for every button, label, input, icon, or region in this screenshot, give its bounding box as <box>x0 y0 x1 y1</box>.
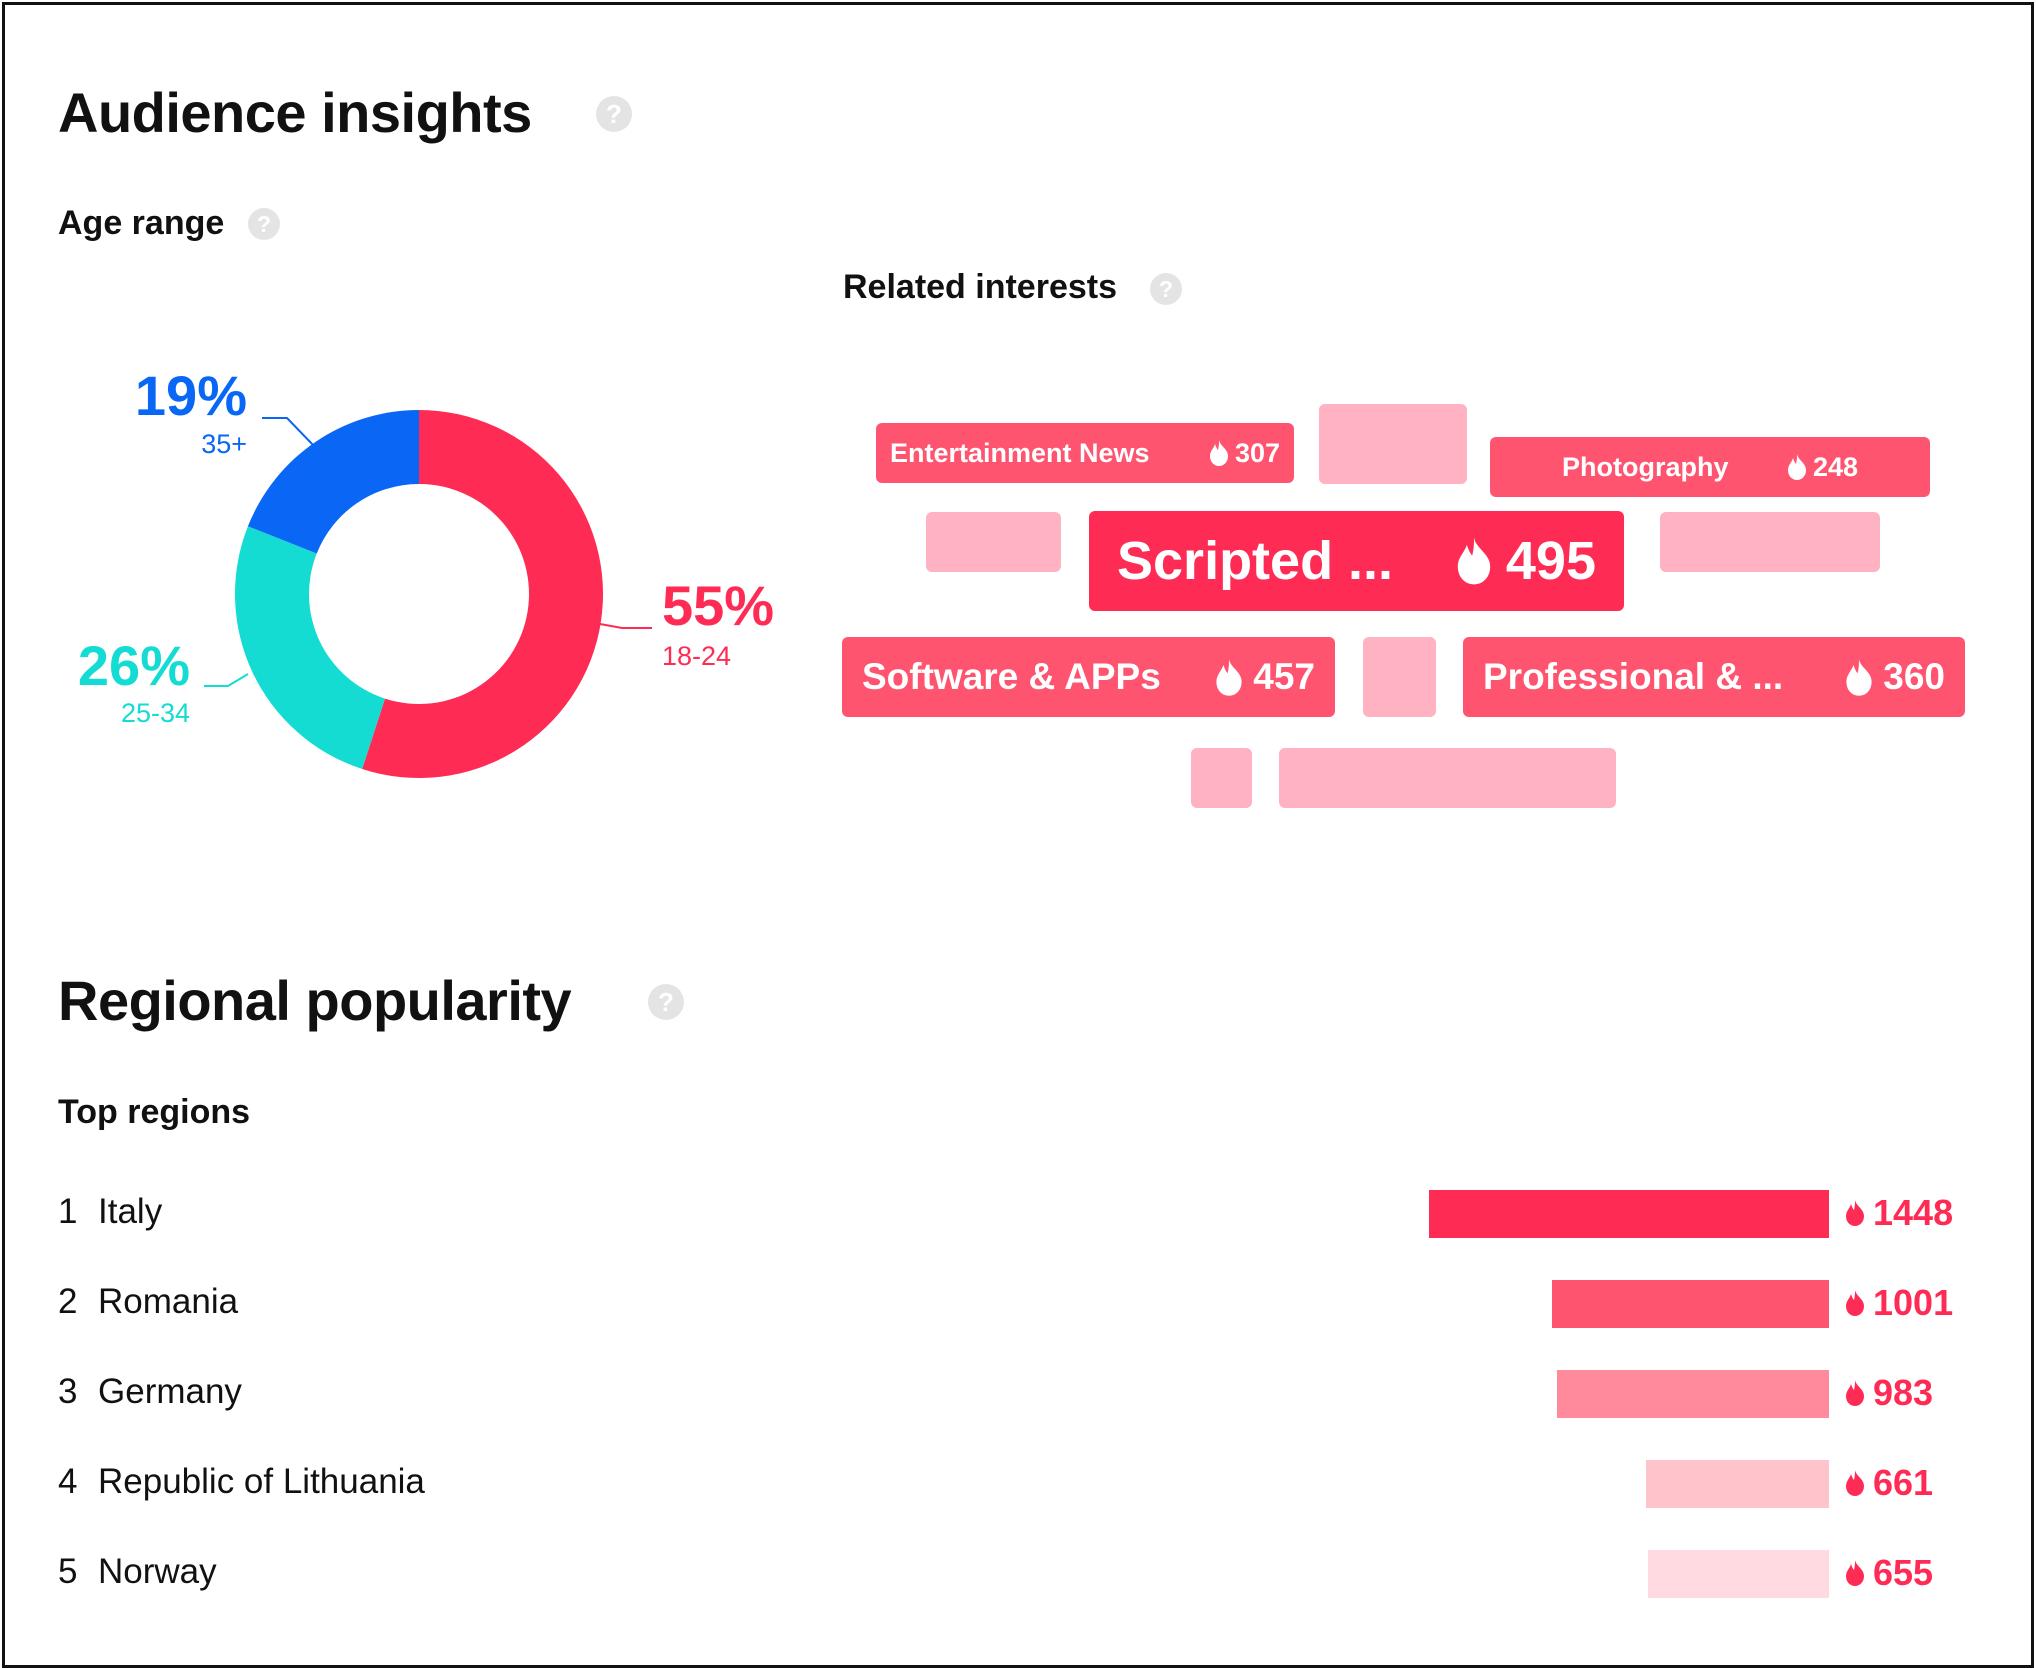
region-name: Germany <box>98 1372 242 1411</box>
donut-leader-line <box>204 673 249 687</box>
region-value: 983 <box>1845 1372 1933 1414</box>
age-range-title: Age range <box>58 204 225 242</box>
region-bar <box>1646 1460 1829 1508</box>
interest-tag-label: Software & APPs <box>862 656 1161 697</box>
flame-icon <box>1216 658 1242 696</box>
interest-tag-count: 248 <box>1812 451 1858 482</box>
region-name: Republic of Lithuania <box>98 1462 425 1501</box>
help-icon[interactable]: ? <box>1150 273 1182 305</box>
donut-percent-label: 55% <box>662 574 774 637</box>
region-name: Romania <box>98 1282 239 1321</box>
interest-tag-count: 307 <box>1234 437 1280 468</box>
donut-percent-label: 26% <box>78 634 190 697</box>
region-bar <box>1552 1280 1829 1328</box>
audience-insights-title: Audience insights <box>58 81 532 144</box>
donut-percent-label: 19% <box>135 364 247 427</box>
interest-placeholder <box>926 512 1061 572</box>
related-interests-title: Related interests <box>843 268 1117 306</box>
interest-tag[interactable]: Scripted ... 495 <box>1089 511 1624 611</box>
top-regions-title: Top regions <box>58 1093 251 1131</box>
region-value-text: 655 <box>1873 1552 1934 1593</box>
region-rank: 2 <box>58 1282 78 1321</box>
flame-icon <box>1846 1290 1864 1316</box>
region-row: 2 Romania <box>58 1282 238 1322</box>
region-bar <box>1557 1370 1829 1418</box>
region-bar <box>1429 1190 1829 1238</box>
flame-icon <box>1846 1470 1864 1496</box>
region-rank: 1 <box>58 1192 78 1231</box>
region-row: 5 Norway <box>58 1552 217 1592</box>
help-icon[interactable]: ? <box>248 208 280 240</box>
help-icon[interactable]: ? <box>596 96 632 132</box>
interest-tag-count: 495 <box>1505 531 1596 591</box>
interest-tag[interactable]: Professional & ... 360 <box>1463 637 1965 717</box>
donut-leader-line <box>599 623 652 629</box>
flame-icon <box>1787 454 1806 480</box>
region-value-text: 983 <box>1873 1372 1934 1413</box>
region-bar <box>1648 1550 1829 1598</box>
interest-tag[interactable]: Photography 248 <box>1490 437 1930 497</box>
donut-slice-35+[interactable] <box>247 410 419 554</box>
interest-tag-label: Photography <box>1562 451 1729 482</box>
region-name: Norway <box>98 1552 217 1591</box>
interest-tag[interactable]: Software & APPs 457 <box>842 637 1335 717</box>
region-value-text: 1001 <box>1873 1282 1954 1323</box>
interest-tag[interactable]: Entertainment News 307 <box>876 423 1294 483</box>
interest-tag-label: Professional & ... <box>1483 656 1784 697</box>
interest-tag-count: 457 <box>1253 656 1315 697</box>
region-value: 655 <box>1845 1552 1933 1594</box>
interest-placeholder <box>1319 404 1467 484</box>
donut-age-label: 18-24 <box>662 641 731 671</box>
region-value-text: 1448 <box>1873 1192 1954 1233</box>
region-name: Italy <box>98 1192 163 1231</box>
donut-age-label: 25-34 <box>121 698 190 728</box>
flame-icon <box>1209 440 1228 466</box>
donut-slice-18-24[interactable] <box>362 410 603 778</box>
donut-leader-line <box>262 417 316 448</box>
region-rank: 3 <box>58 1372 78 1411</box>
region-value-text: 661 <box>1873 1462 1934 1503</box>
age-range-donut-chart: 55% 18-24 26%25-34 19%35+ <box>78 364 774 778</box>
flame-icon <box>1457 537 1491 585</box>
flame-icon <box>1846 1200 1864 1226</box>
flame-icon <box>1846 1560 1864 1586</box>
donut-slice-25-34[interactable] <box>235 526 386 769</box>
region-value: 661 <box>1845 1462 1933 1504</box>
region-value: 1448 <box>1845 1192 1953 1234</box>
region-row: 3 Germany <box>58 1372 242 1412</box>
interest-placeholder <box>1279 748 1616 808</box>
interest-placeholder <box>1660 512 1880 572</box>
interest-tag-label: Scripted ... <box>1117 531 1394 591</box>
regional-popularity-title: Regional popularity <box>58 969 572 1032</box>
interest-tag-count: 360 <box>1883 656 1945 697</box>
donut-age-label: 35+ <box>201 429 247 459</box>
interest-placeholder <box>1191 748 1252 808</box>
flame-icon <box>1846 658 1872 696</box>
interest-tag-label: Entertainment News <box>890 437 1150 468</box>
flame-icon <box>1846 1380 1864 1406</box>
region-rank: 5 <box>58 1552 78 1591</box>
help-icon[interactable]: ? <box>648 984 684 1020</box>
region-row: 4 Republic of Lithuania <box>58 1462 425 1502</box>
region-rank: 4 <box>58 1462 78 1501</box>
interest-placeholder <box>1363 637 1436 717</box>
region-row: 1 Italy <box>58 1192 162 1232</box>
region-value: 1001 <box>1845 1282 1953 1324</box>
